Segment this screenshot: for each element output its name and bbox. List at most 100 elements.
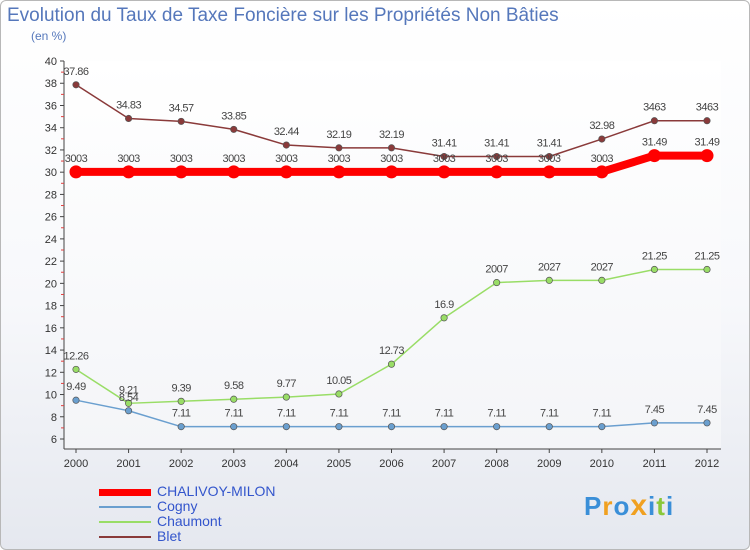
data-label: 21.25 — [694, 250, 719, 262]
data-label: 16.9 — [434, 299, 454, 311]
data-label: 34.57 — [169, 102, 194, 114]
data-label: 31.49 — [642, 137, 667, 149]
data-label: 7.11 — [224, 408, 243, 420]
data-point — [703, 117, 711, 125]
data-point — [230, 125, 238, 133]
data-label: 7.11 — [172, 408, 191, 420]
data-point — [177, 117, 185, 125]
data-point — [598, 276, 606, 284]
plot-area — [64, 61, 721, 449]
data-point — [177, 397, 185, 405]
x-tick-label: 2010 — [590, 458, 614, 470]
y-tick-label: 30 — [45, 167, 57, 179]
data-label: 31.41 — [484, 138, 509, 150]
data-point — [493, 423, 501, 431]
data-label: 9.77 — [277, 378, 297, 390]
x-tick-label: 2001 — [116, 458, 140, 470]
data-point — [700, 149, 714, 163]
data-label: 3003 — [380, 153, 403, 165]
y-tick-label: 38 — [45, 78, 57, 90]
data-point — [125, 399, 133, 407]
data-point — [282, 423, 290, 431]
data-label: 7.11 — [382, 408, 401, 420]
data-label: 9.39 — [171, 382, 191, 394]
data-point — [69, 165, 83, 179]
data-point — [387, 360, 396, 368]
data-point — [332, 165, 346, 179]
data-point — [387, 144, 396, 152]
data-point — [650, 265, 658, 274]
data-label: 31.41 — [537, 138, 562, 150]
data-label: 7.11 — [330, 408, 349, 420]
y-tick-label: 24 — [45, 234, 57, 246]
data-point — [174, 165, 188, 179]
legend-label: Blet — [157, 528, 182, 544]
data-point — [72, 396, 80, 404]
data-point — [490, 165, 504, 179]
data-label: 31.49 — [694, 137, 719, 149]
data-label: 3003 — [65, 153, 88, 165]
data-label: 7.11 — [277, 408, 296, 420]
data-label: 33.85 — [221, 110, 246, 122]
data-label: 7.11 — [487, 408, 506, 420]
data-label: 31.41 — [432, 138, 457, 150]
data-label: 34.83 — [116, 99, 141, 111]
data-point — [387, 423, 396, 431]
data-label: 3003 — [328, 153, 351, 165]
y-tick-label: 12 — [45, 367, 57, 379]
data-point — [440, 314, 448, 322]
data-label: 3003 — [485, 153, 508, 165]
data-label: 3003 — [591, 153, 614, 165]
data-point — [122, 165, 136, 179]
data-point — [440, 423, 448, 431]
data-point — [385, 165, 398, 179]
data-point — [335, 144, 343, 152]
x-tick-label: 2002 — [169, 458, 193, 470]
data-label: 2007 — [485, 264, 508, 276]
data-point — [282, 393, 290, 401]
data-label: 21.25 — [642, 250, 667, 262]
y-tick-label: 16 — [45, 323, 57, 335]
y-tick-label: 6 — [51, 434, 57, 446]
x-tick-label: 2007 — [432, 458, 456, 470]
legend-swatch — [99, 506, 151, 508]
data-label: 3003 — [223, 153, 246, 165]
data-label: 8.54 — [119, 392, 139, 404]
data-point — [703, 419, 711, 427]
data-point — [227, 165, 241, 179]
legend-label: CHALIVOY-MILON — [157, 483, 276, 499]
x-tick-label: 2004 — [274, 458, 298, 470]
y-tick-label: 10 — [45, 390, 57, 402]
data-point — [595, 165, 609, 179]
data-label: 3463 — [696, 102, 719, 114]
y-tick-label: 22 — [45, 256, 57, 268]
legend-swatch — [99, 488, 151, 496]
x-tick-label: 2009 — [537, 458, 561, 470]
data-point — [542, 165, 556, 179]
data-label: 9.21 — [119, 384, 139, 396]
data-point — [279, 165, 293, 179]
data-point — [230, 423, 238, 431]
data-label: 7.11 — [435, 408, 454, 420]
x-tick-label: 2000 — [64, 458, 88, 470]
data-point — [335, 390, 343, 398]
data-point — [598, 423, 606, 431]
y-tick-label: 18 — [45, 301, 57, 313]
data-label: 2027 — [538, 261, 561, 273]
data-label: 32.19 — [326, 129, 351, 141]
data-point — [650, 419, 658, 427]
x-tick-label: 2003 — [222, 458, 246, 470]
data-label: 3003 — [538, 153, 561, 165]
data-label: 3003 — [275, 153, 298, 165]
data-point — [650, 117, 658, 125]
data-label: 2027 — [591, 261, 614, 273]
y-tick-label: 40 — [45, 56, 57, 68]
data-point — [125, 407, 133, 415]
chart-unit-label: (en %) — [31, 29, 67, 43]
y-tick-label: 32 — [45, 145, 57, 157]
data-label: 10.05 — [326, 375, 351, 387]
y-tick-label: 14 — [45, 345, 57, 357]
y-tick-label: 26 — [45, 212, 57, 224]
data-point — [177, 423, 185, 431]
